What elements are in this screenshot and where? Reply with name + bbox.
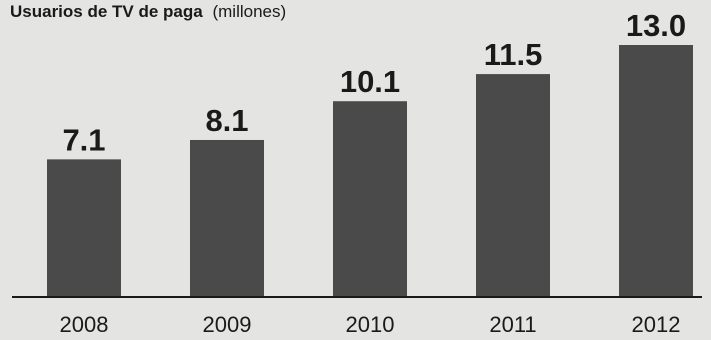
chart-subtitle: (millones)	[212, 2, 286, 21]
x-tick-label-2008: 2008	[60, 312, 109, 337]
bars	[47, 45, 693, 297]
bar-2008	[47, 159, 121, 297]
x-tick-label-2009: 2009	[203, 312, 252, 337]
chart-title-main: Usuarios de TV de paga	[10, 2, 203, 21]
bar-2012	[619, 45, 693, 297]
bar-2010	[333, 101, 407, 297]
labels: 7.1 2008 8.1 2009 10.1 2010 11.5 2011 13.0 2012	[60, 8, 687, 337]
value-label-2012: 13.0	[626, 8, 686, 43]
value-label-2009: 8.1	[205, 103, 248, 138]
value-label-2008: 7.1	[62, 122, 105, 157]
value-label-2010: 10.1	[340, 64, 400, 99]
bar-2011	[476, 74, 550, 297]
bar-2009	[190, 139, 264, 297]
x-tick-label-2012: 2012	[632, 312, 681, 337]
value-label-2011: 11.5	[484, 37, 543, 72]
x-tick-label-2011: 2011	[489, 312, 536, 337]
x-tick-label-2010: 2010	[346, 312, 395, 337]
chart-title: Usuarios de TV de paga (millones)	[10, 2, 286, 21]
